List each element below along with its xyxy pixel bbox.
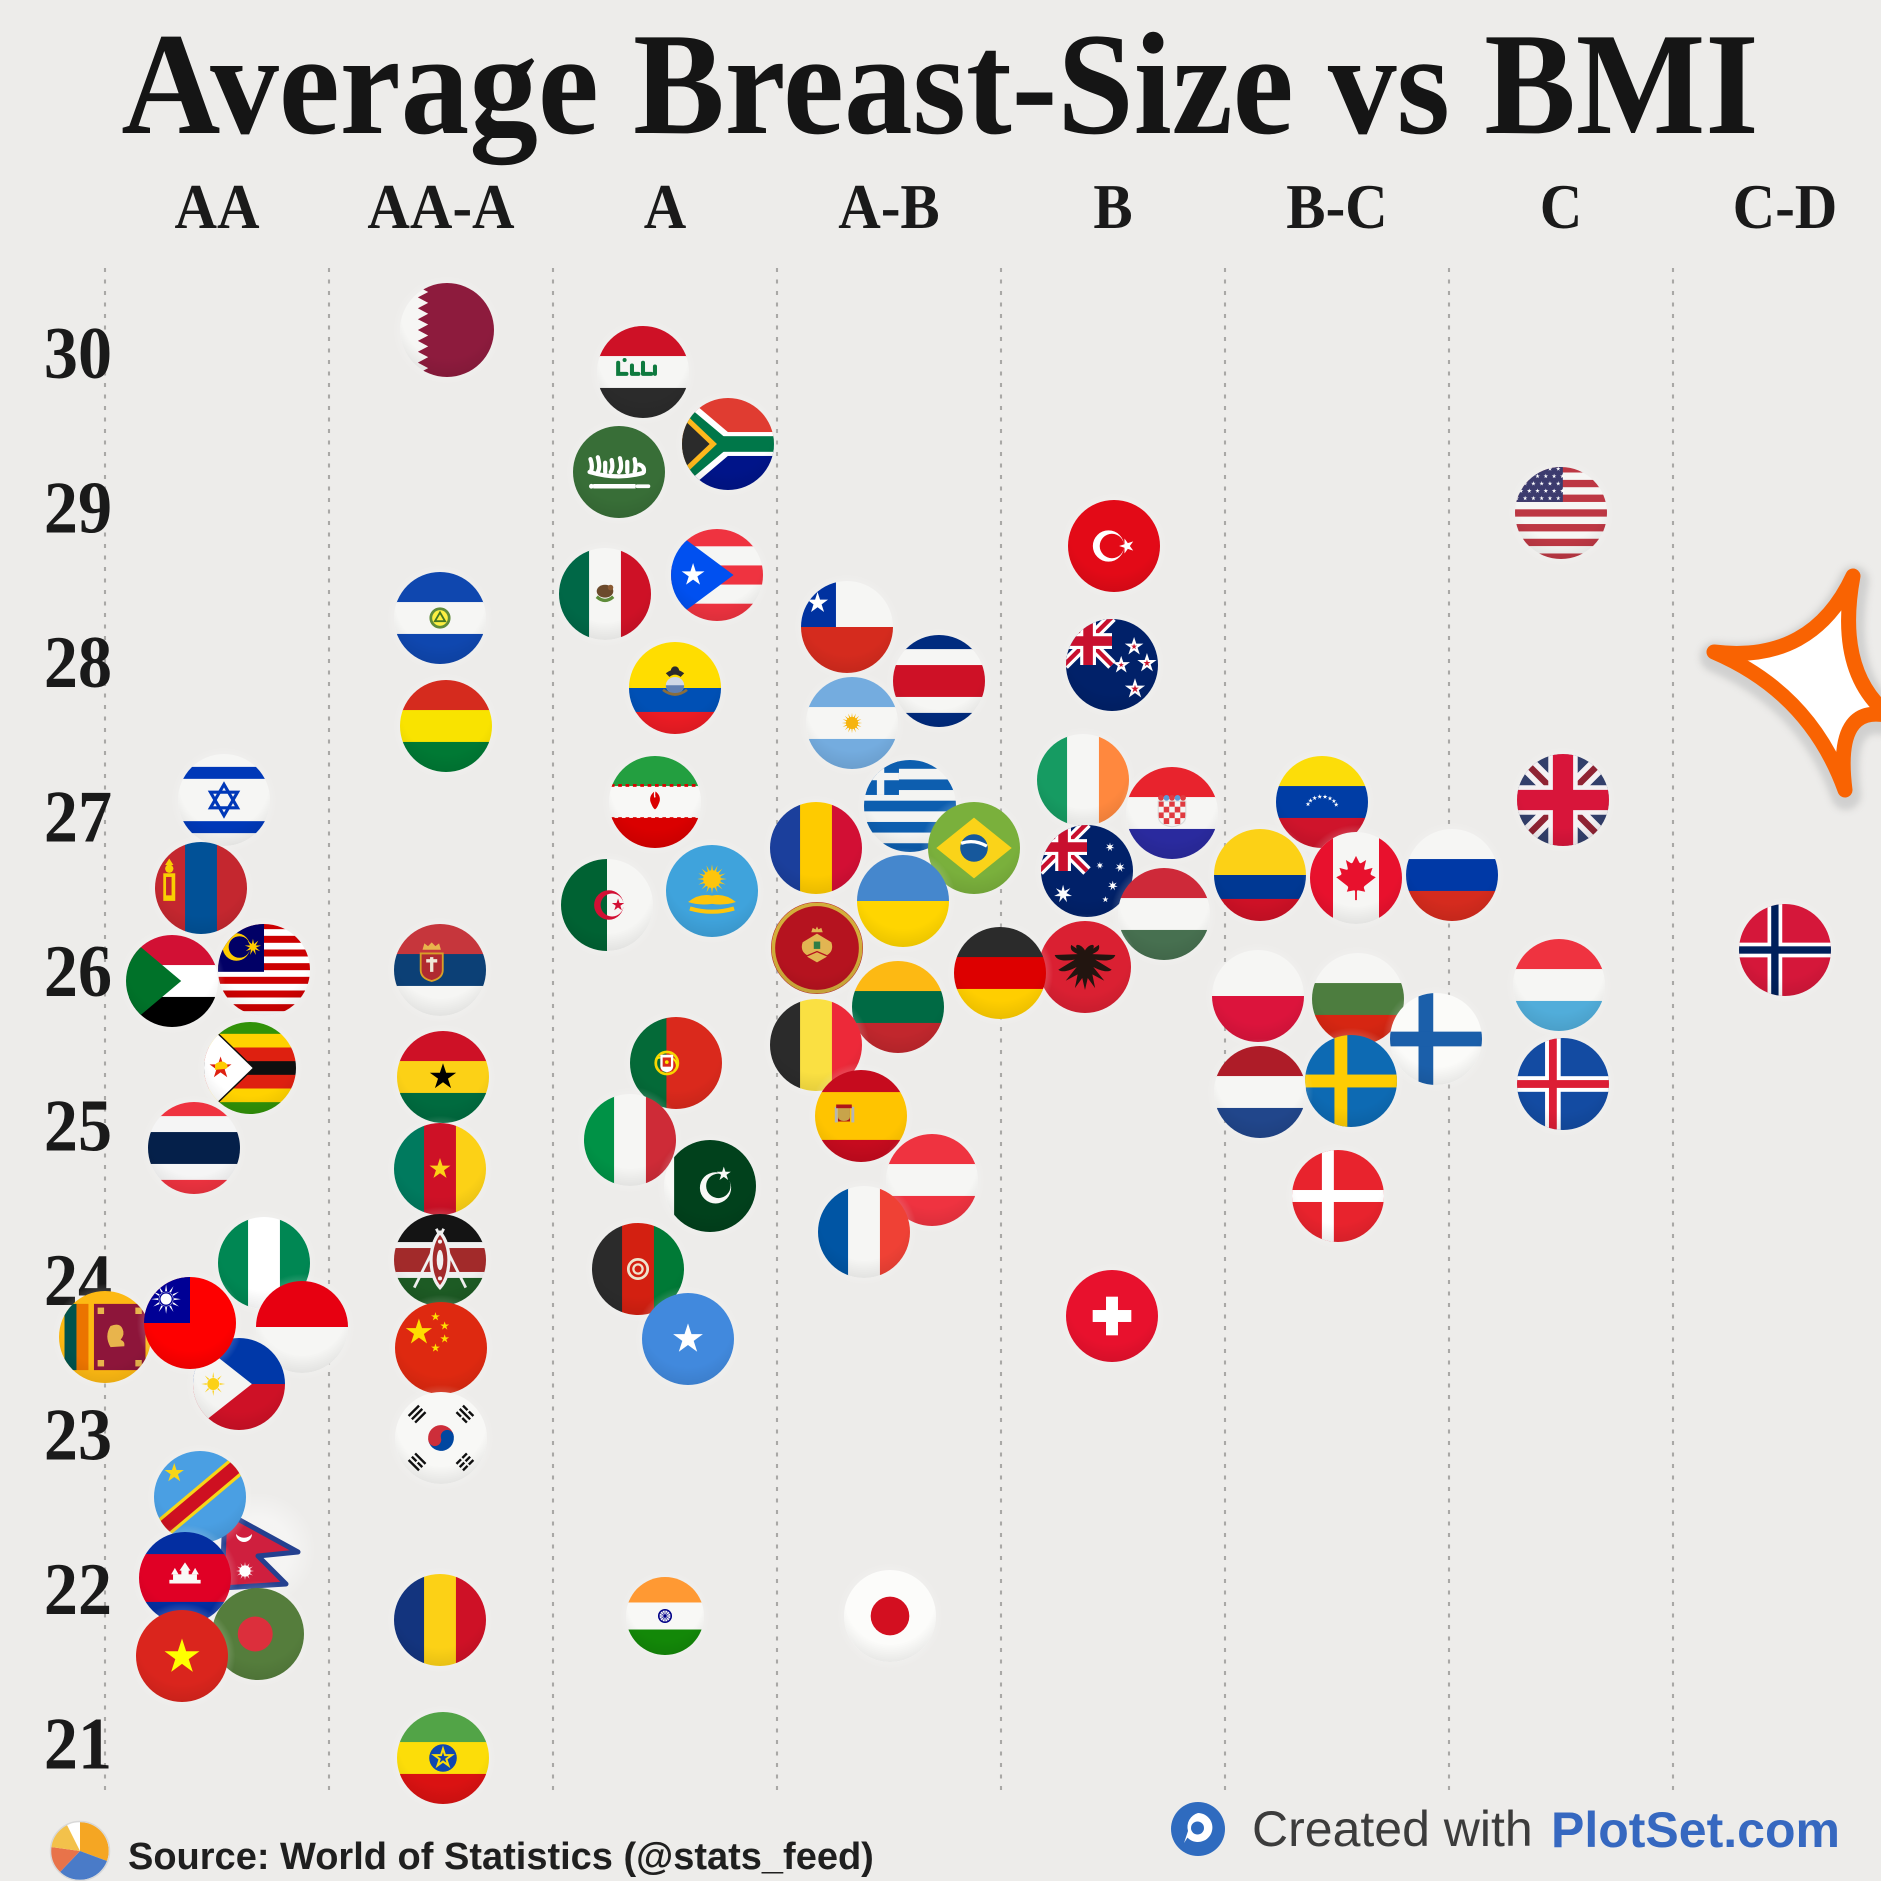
svg-text:27: 27 — [44, 777, 112, 858]
svg-text:AA-A: AA-A — [367, 172, 514, 243]
svg-text:AA: AA — [174, 172, 259, 243]
svg-text:21: 21 — [44, 1704, 112, 1785]
svg-text:C-D: C-D — [1733, 172, 1838, 243]
svg-text:A-B: A-B — [838, 172, 939, 243]
svg-text:26: 26 — [44, 931, 112, 1012]
svg-text:C: C — [1540, 172, 1583, 243]
svg-text:28: 28 — [44, 622, 112, 703]
svg-text:30: 30 — [44, 313, 112, 394]
svg-text:A: A — [644, 172, 687, 243]
svg-text:25: 25 — [44, 1086, 112, 1167]
svg-text:B: B — [1093, 172, 1132, 243]
svg-text:B-C: B-C — [1286, 172, 1387, 243]
svg-text:23: 23 — [44, 1395, 112, 1476]
svg-text:Average Breast-Size vs BMI: Average Breast-Size vs BMI — [121, 3, 1758, 165]
svg-text:Source: World of Statistics (@: Source: World of Statistics (@stats_feed… — [128, 1836, 874, 1878]
svg-text:Created with: Created with — [1252, 1801, 1533, 1857]
svg-text:PlotSet.com: PlotSet.com — [1551, 1802, 1840, 1858]
svg-text:29: 29 — [44, 468, 112, 549]
svg-text:22: 22 — [44, 1549, 112, 1630]
